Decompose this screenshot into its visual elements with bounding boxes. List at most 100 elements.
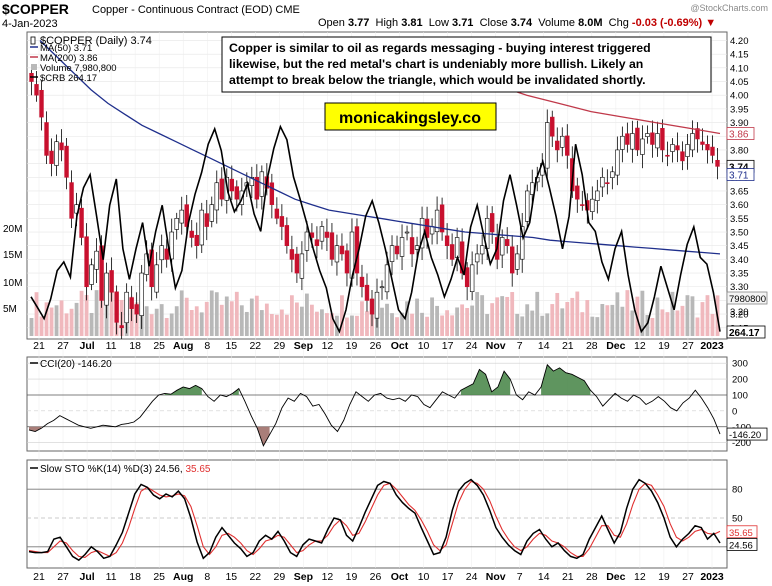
- volume-bar: [515, 313, 520, 336]
- volume-bar: [269, 314, 274, 336]
- legend-item-ma50: MA(50) 3.71: [30, 43, 92, 54]
- date-tick-label: 18: [129, 571, 141, 583]
- date-tick-label: 28: [586, 340, 598, 352]
- date-tick-label: 12: [634, 571, 646, 583]
- candle-body: [249, 176, 255, 186]
- volume-bar: [625, 290, 630, 336]
- volume-tick-label: 20M: [3, 224, 22, 235]
- price-tick-label: 3.35: [730, 269, 749, 280]
- candle-body: [710, 146, 715, 156]
- candle-body: [109, 270, 114, 293]
- open-value: 3.77: [347, 17, 370, 29]
- annotation-line: attempt to break below the triangle, whi…: [229, 73, 646, 87]
- open-label: Open: [318, 17, 345, 29]
- volume-tick-label: 15M: [3, 250, 22, 261]
- candle-body: [189, 230, 194, 238]
- candle-body: [104, 272, 109, 306]
- volume-label: Volume: [538, 17, 575, 29]
- volume-bar: [360, 301, 364, 336]
- candle-body: [545, 122, 550, 169]
- watermark: @StockCharts.com: [690, 3, 768, 13]
- date-tick-label: 21: [33, 340, 45, 352]
- volume-tag: [726, 291, 768, 305]
- volume-bar: [109, 292, 114, 336]
- candle-body: [454, 237, 460, 258]
- volume-bar: [415, 298, 419, 336]
- candle-body: [94, 250, 99, 270]
- candle-body: [665, 154, 670, 157]
- brand-text: monicakingsley.co: [339, 110, 481, 127]
- candle-body: [520, 226, 525, 260]
- sto-legend: Slow STO %K(14) %D(3) 24.56, 35.65: [30, 464, 211, 475]
- contract-name: Copper - Continuous Contract (EOD) CME: [92, 4, 300, 16]
- date-tick-label: 15: [225, 340, 237, 352]
- volume-bar: [54, 305, 59, 336]
- high-value: 3.81: [401, 17, 423, 29]
- candle-body: [124, 291, 129, 324]
- volume-bar: [284, 314, 289, 336]
- date-tick-label: 28: [586, 571, 598, 583]
- legend-item-ma200: MA(200) 3.86: [30, 53, 98, 64]
- volume-bar: [159, 304, 164, 336]
- date-tick-label: 12: [634, 340, 646, 352]
- volume-bar: [304, 293, 309, 336]
- candle-body: [625, 133, 630, 145]
- candle-body: [580, 204, 585, 206]
- cci-last-tag: [726, 427, 768, 441]
- volume-bar: [294, 302, 299, 336]
- price-tick-label: 3.55: [730, 214, 749, 225]
- candle-body: [234, 186, 240, 200]
- price-tick-label: 3.80: [730, 145, 749, 156]
- volume-bar: [600, 304, 605, 336]
- candle-body: [660, 128, 665, 151]
- date-tick-label: 10: [418, 340, 430, 352]
- sto-k-tag: [726, 538, 758, 551]
- date-tick-label: 7: [517, 571, 523, 583]
- candle-body: [364, 284, 370, 301]
- candle-body: [389, 245, 395, 262]
- date-tick-label: 8: [204, 340, 210, 352]
- candle-body: [575, 185, 580, 200]
- volume-bar: [470, 305, 475, 336]
- volume-bar: [520, 316, 525, 336]
- volume-bar: [224, 296, 229, 336]
- volume-bar: [435, 305, 439, 336]
- candle-body: [459, 241, 465, 274]
- volume-bar: [69, 308, 74, 336]
- candle-body: [304, 231, 310, 251]
- close-label: Close: [479, 17, 508, 29]
- candle-body: [194, 234, 199, 247]
- date-tick-label: 2023: [700, 571, 724, 583]
- date-tick-label: 11: [106, 571, 117, 583]
- date-tick-label: 18: [129, 340, 141, 352]
- date-tick-label: 27: [57, 571, 69, 583]
- ma50-line: [39, 40, 721, 255]
- volume-tick-label: 10M: [3, 278, 22, 289]
- candle-body: [670, 144, 675, 152]
- price-tag: [726, 127, 755, 140]
- date-tick-label: 19: [658, 340, 670, 352]
- price-tag-label: 3.74: [729, 162, 749, 173]
- volume-bar: [555, 292, 560, 336]
- volume-bar: [405, 301, 409, 336]
- legend-volume-label: Volume 7,980,800: [40, 63, 117, 74]
- date-tick-label: 24: [466, 340, 478, 352]
- date-tick-label: Aug: [173, 340, 193, 352]
- candle-body: [54, 141, 59, 166]
- candle-body: [164, 248, 169, 260]
- candle-body: [394, 245, 400, 255]
- volume-bar: [490, 303, 495, 336]
- candle-body: [119, 325, 124, 329]
- candle-body: [229, 178, 234, 192]
- cci-overbought-fill: [460, 369, 511, 395]
- date-tick-label: Aug: [173, 571, 193, 583]
- candle-body: [700, 141, 705, 145]
- volume-bar: [244, 311, 249, 336]
- volume-bar: [550, 304, 555, 336]
- volume-bar: [665, 312, 670, 336]
- volume-bar: [710, 313, 715, 336]
- volume-tick-label: 5M: [3, 304, 17, 315]
- volume-bar: [535, 291, 540, 336]
- date-tick-label: 21: [562, 340, 574, 352]
- candle-body: [690, 133, 695, 151]
